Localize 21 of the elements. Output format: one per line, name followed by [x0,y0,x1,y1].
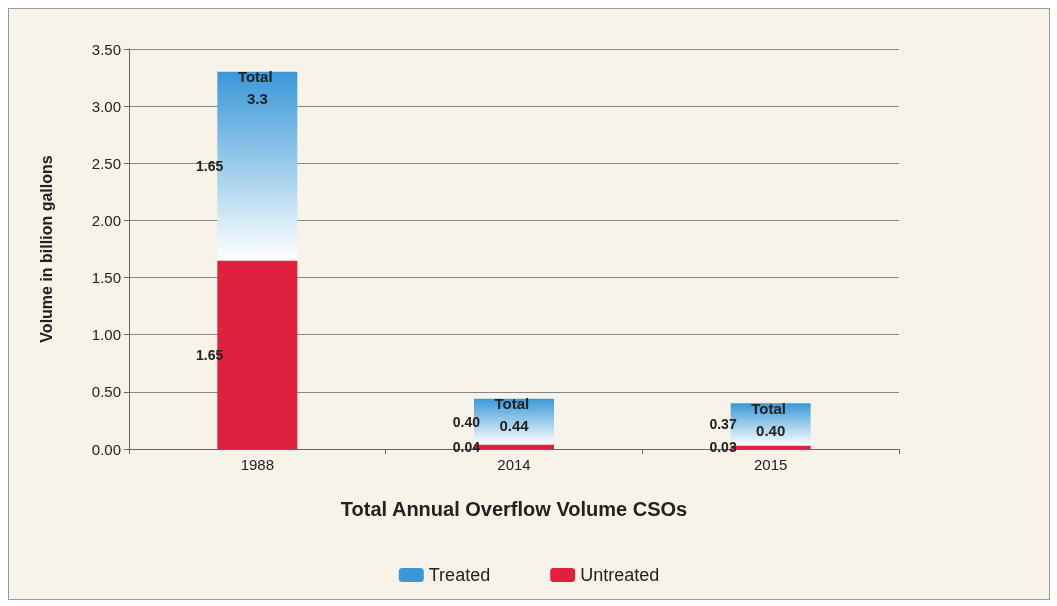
y-axis-title: Volume in billion gallons [37,155,55,343]
y-tick-label: 3.50 [91,40,121,58]
x-tick-label: 1988 [240,456,275,473]
legend-label: Untreated [580,565,660,585]
data-label: 1.65 [196,158,224,175]
x-axis-title: Total Annual Overflow Volume CSOs [340,498,688,520]
y-tick-label: 0.50 [91,383,121,401]
total-label: Total 3.3 [237,68,277,108]
y-tick-label: 1.00 [91,326,121,344]
x-tick-label: 2014 [497,456,531,473]
y-tick-label: 3.00 [91,97,121,115]
total-label: Total 0.44 [494,395,534,435]
data-label: 0.40 [452,413,481,430]
y-tick-label: 1.50 [91,269,121,287]
y-tick-label: 0.00 [91,440,121,458]
x-tick-label: 2015 [753,456,788,473]
total-label: Total 0.40 [751,399,791,439]
data-label: 0.37 [709,416,737,433]
y-tick-label: 2.50 [91,154,121,172]
y-tick-label: 2.00 [91,211,121,229]
legend-label: Treated [428,565,491,585]
